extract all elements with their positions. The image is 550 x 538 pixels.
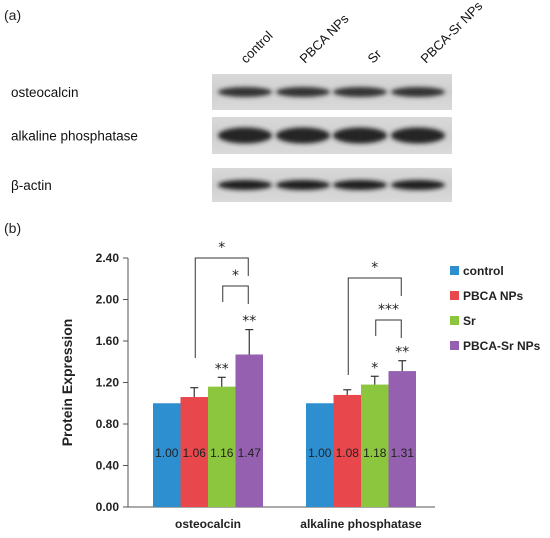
bar-value-label: 1.31	[391, 446, 415, 460]
bar-value-label: 1.18	[363, 446, 387, 460]
legend-item: Sr	[450, 314, 476, 328]
significance-annotations: ********* ****	[194, 240, 409, 377]
significance-stars: **	[242, 314, 256, 330]
bar-value-label: 1.47	[238, 446, 262, 460]
panel-label-a: (a)	[4, 7, 21, 23]
y-tick-label: 0.00	[96, 500, 120, 514]
blot-strip	[212, 117, 452, 154]
blot-strip	[212, 168, 452, 202]
blot-column-label: PBCA NPs	[297, 11, 352, 66]
legend-label: PBCA-Sr NPs	[463, 339, 541, 353]
blot-column-label: PBCA-Sr NPs	[418, 0, 486, 66]
bar	[180, 397, 208, 507]
panel-label-b: (b)	[4, 220, 21, 236]
legend-swatch	[450, 341, 459, 350]
legend-label: PBCA NPs	[463, 289, 524, 303]
bar	[333, 394, 361, 507]
legend-item: PBCA-Sr NPs	[450, 339, 541, 353]
blot-column-label: control	[238, 28, 276, 66]
legend-item: control	[450, 264, 504, 278]
blot-column-labels: control PBCA NPs Sr PBCA-Sr NPs	[238, 0, 486, 66]
bracket-label: *	[232, 268, 239, 284]
significance-bracket: *	[194, 240, 249, 358]
blot-band	[391, 87, 445, 97]
bar-value-label: 1.16	[210, 446, 234, 460]
bar-value-label: 1.00	[308, 446, 332, 460]
blot-band	[391, 180, 445, 190]
blot-band	[218, 127, 272, 144]
legend-swatch	[450, 266, 459, 275]
significance-stars: **	[215, 361, 229, 377]
blot-row-label: β-actin	[11, 178, 52, 193]
bracket-label: *	[371, 260, 378, 276]
y-tick-label: 2.40	[96, 251, 120, 265]
blot-band	[333, 87, 387, 97]
y-tick-label: 2.00	[96, 293, 120, 307]
x-category-label: alkaline phosphatase	[300, 517, 422, 531]
legend-item: PBCA NPs	[450, 289, 524, 303]
significance-bracket: *	[347, 260, 402, 375]
bracket-line	[222, 285, 249, 304]
bracket-line	[194, 257, 249, 358]
blot-row-label: osteocalcin	[11, 85, 79, 100]
bracket-label: *	[218, 240, 225, 256]
x-category-label: osteocalcin	[175, 517, 241, 531]
bar	[208, 386, 236, 507]
bracket-label: ***	[378, 302, 399, 318]
blot-band	[276, 87, 330, 97]
legend-swatch	[450, 316, 459, 325]
blot-band	[333, 180, 387, 190]
bar-chart: 0.00 0.40 0.80 1.20 1.60 2.00 2.40 Protein Expr…	[59, 240, 541, 531]
y-tick-label: 1.20	[96, 376, 120, 390]
x-category-labels: osteocalcin alkaline phosphatase	[175, 517, 422, 531]
bar	[235, 354, 263, 507]
legend: control PBCA NPs Sr PBCA-Sr NPs	[450, 264, 541, 353]
bar-value-label: 1.06	[183, 446, 207, 460]
bar-value-label: 1.08	[336, 446, 360, 460]
legend-label: control	[463, 264, 504, 278]
bar	[361, 384, 389, 507]
blot-strip	[212, 74, 452, 110]
bar-value-label: 1.00	[155, 446, 179, 460]
legend-swatch	[450, 291, 459, 300]
blot-band	[218, 87, 272, 97]
y-tick-label: 0.40	[96, 459, 120, 473]
significance-stars: *	[371, 360, 378, 376]
significance-bracket: ***	[375, 302, 402, 338]
blot-band	[276, 127, 330, 144]
y-axis-title: Protein Expression	[59, 319, 75, 447]
blot-column-label: Sr	[365, 46, 385, 66]
blot-band	[218, 180, 272, 190]
bar	[306, 403, 334, 507]
legend-label: Sr	[463, 314, 476, 328]
significance-stars: **	[395, 345, 409, 361]
blot-band	[276, 180, 330, 190]
bracket-line	[375, 319, 402, 338]
bar	[388, 371, 416, 507]
bracket-line	[347, 277, 402, 375]
bars: 1.00 1.06 1.16 1.47 1.00 1.08 1.18 1.31	[153, 328, 416, 507]
blot-band	[333, 127, 387, 144]
bar	[153, 403, 181, 507]
blot-band	[391, 127, 445, 144]
significance-bracket: *	[222, 268, 249, 304]
blot-row-label: alkaline phosphatase	[11, 129, 138, 144]
blot-rows: osteocalcin alkaline phosphatase β-actin	[11, 74, 452, 202]
y-tick-label: 0.80	[96, 417, 120, 431]
y-tick-label: 1.60	[96, 334, 120, 348]
